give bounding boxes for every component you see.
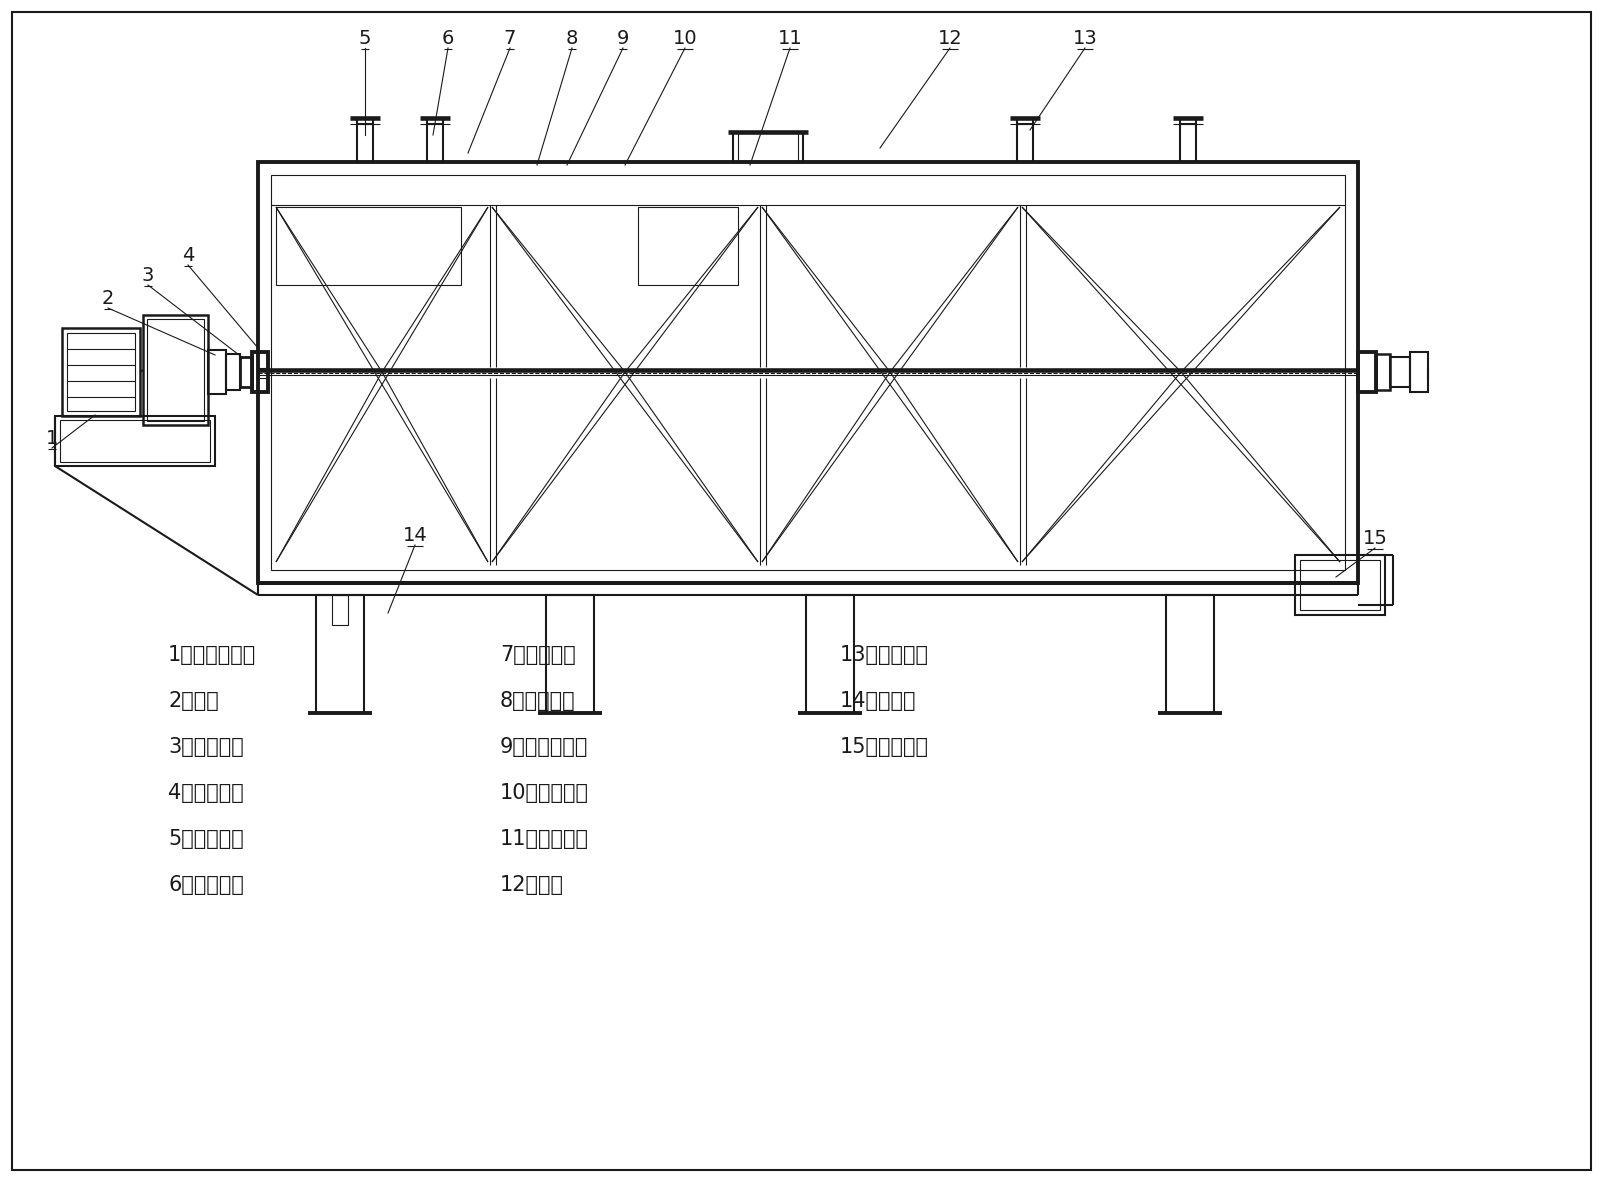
Bar bbox=[1390, 357, 1411, 387]
Bar bbox=[258, 162, 1358, 583]
Text: 8、内筒壳体: 8、内筒壳体 bbox=[500, 691, 575, 712]
Bar bbox=[240, 357, 252, 387]
Bar bbox=[1375, 353, 1390, 390]
Text: 12、人孔: 12、人孔 bbox=[500, 875, 564, 895]
Text: 15: 15 bbox=[1363, 530, 1388, 548]
Bar bbox=[1165, 595, 1213, 713]
Text: 11、螺旋搔带: 11、螺旋搔带 bbox=[500, 829, 588, 849]
Bar bbox=[226, 353, 240, 390]
Bar bbox=[316, 595, 364, 713]
Bar bbox=[426, 124, 442, 162]
Bar bbox=[147, 319, 204, 421]
Bar bbox=[63, 327, 139, 416]
Text: 9、空心搔拌轴: 9、空心搔拌轴 bbox=[500, 738, 588, 756]
Text: 3、旋转接头: 3、旋转接头 bbox=[168, 738, 244, 756]
Bar bbox=[1358, 352, 1375, 392]
Text: 1: 1 bbox=[46, 429, 58, 448]
Text: 5: 5 bbox=[359, 30, 372, 48]
Bar bbox=[332, 595, 348, 625]
Text: 1、电机减速机: 1、电机减速机 bbox=[168, 645, 256, 665]
Bar bbox=[59, 420, 210, 462]
Text: 10: 10 bbox=[673, 30, 697, 48]
Text: 14: 14 bbox=[402, 526, 428, 545]
Text: 2、轴承: 2、轴承 bbox=[168, 691, 218, 712]
Text: 7、夹套壳体: 7、夹套壳体 bbox=[500, 645, 575, 665]
Bar bbox=[143, 314, 208, 426]
Text: 7: 7 bbox=[503, 30, 516, 48]
Bar bbox=[737, 132, 798, 162]
Text: 8: 8 bbox=[566, 30, 579, 48]
Text: 9: 9 bbox=[617, 30, 630, 48]
Text: 4: 4 bbox=[181, 246, 194, 265]
Bar bbox=[55, 416, 215, 466]
Text: 5、物料入口: 5、物料入口 bbox=[168, 829, 244, 849]
Text: 13、冷媒出口: 13、冷媒出口 bbox=[840, 645, 930, 665]
Text: 13: 13 bbox=[1072, 30, 1098, 48]
Bar bbox=[1300, 560, 1380, 610]
Bar bbox=[357, 124, 373, 162]
Bar bbox=[252, 352, 268, 392]
Bar bbox=[1411, 352, 1428, 392]
Bar bbox=[67, 333, 135, 411]
Bar bbox=[638, 207, 737, 285]
Bar bbox=[271, 175, 1345, 570]
Bar bbox=[208, 350, 226, 394]
Text: 12: 12 bbox=[938, 30, 962, 48]
Bar bbox=[733, 132, 803, 162]
Text: 3: 3 bbox=[141, 266, 154, 285]
Bar bbox=[806, 595, 854, 713]
Bar bbox=[547, 595, 595, 713]
Text: 15、物料出口: 15、物料出口 bbox=[840, 738, 930, 756]
Text: 6: 6 bbox=[442, 30, 454, 48]
Bar bbox=[1180, 124, 1196, 162]
Bar bbox=[276, 207, 462, 285]
Text: 2: 2 bbox=[103, 290, 114, 309]
Text: 11: 11 bbox=[777, 30, 803, 48]
Text: 14、排污口: 14、排污口 bbox=[840, 691, 917, 712]
Bar bbox=[1295, 556, 1385, 615]
Bar bbox=[1016, 124, 1032, 162]
Text: 10、螺旋盘管: 10、螺旋盘管 bbox=[500, 782, 588, 803]
Text: 4、机械密封: 4、机械密封 bbox=[168, 782, 244, 803]
Text: 6、冷媒入口: 6、冷媒入口 bbox=[168, 875, 244, 895]
